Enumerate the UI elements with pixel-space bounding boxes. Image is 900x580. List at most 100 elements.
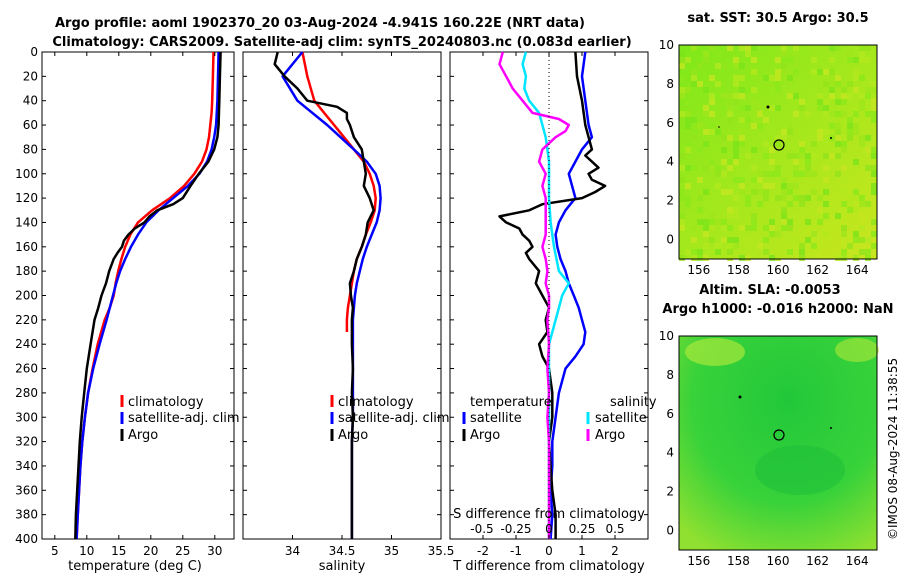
sst-pixel [751,219,757,225]
sst-pixel [847,117,853,123]
series-line-argo [273,51,375,539]
x-tick-label: 10 [79,544,94,558]
sst-pixel [685,147,691,153]
sst-pixel [679,213,685,219]
x-tick-label: 5 [51,544,59,558]
sst-pixel [745,45,751,51]
difference-series [498,51,607,540]
sst-pixel [703,87,709,93]
sst-pixel [781,183,787,189]
sst-pixel [775,87,781,93]
sst-pixel [847,129,853,135]
sst-map-texture [679,45,877,261]
salinity-legend: climatology satellite-adj. clim Argo [330,395,450,443]
sst-pixel [703,141,709,147]
sst-pixel [751,57,757,63]
sst-pixel [709,123,715,129]
sst-pixel [871,219,877,225]
sst-pixel [715,63,721,69]
sst-pixel [751,87,757,93]
salinity-xlabel: salinity [319,559,366,574]
map-y-tick-label: 8 [666,368,674,382]
sst-pixel [865,165,871,171]
sst-pixel [787,219,793,225]
sst-pixel [817,129,823,135]
sst-pixel [793,165,799,171]
sst-pixel [811,45,817,51]
sst-pixel [859,135,865,141]
sst-pixel [829,57,835,63]
sst-pixel [715,171,721,177]
sst-pixel [745,87,751,93]
sst-pixel [763,75,769,81]
sst-pixel [811,57,817,63]
sst-pixel [853,75,859,81]
y-tick-label: 400 [15,532,38,546]
sst-pixel [721,63,727,69]
sst-pixel [751,165,757,171]
sst-pixel [691,255,697,261]
sst-pixel [697,255,703,261]
sst-pixel [823,129,829,135]
sst-pixel [691,135,697,141]
sst-pixel [721,135,727,141]
sst-pixel [865,147,871,153]
sst-pixel [817,213,823,219]
sst-pixel [763,141,769,147]
map-x-tick-label: 162 [806,554,829,568]
sst-pixel [799,195,805,201]
sst-pixel [697,63,703,69]
sst-pixel [865,225,871,231]
sst-pixel [739,63,745,69]
legend-label: Argo [470,428,500,443]
sst-pixel [805,177,811,183]
sst-pixel [751,123,757,129]
map-x-tick-label: 158 [727,554,750,568]
sst-pixel [775,231,781,237]
sst-pixel [697,219,703,225]
sst-pixel [679,93,685,99]
sst-pixel [727,171,733,177]
sst-pixel [709,93,715,99]
sst-pixel [823,201,829,207]
sst-pixel [799,153,805,159]
sst-pixel [721,159,727,165]
sst-pixel [853,231,859,237]
map-x-tick-label: 158 [727,263,750,277]
legend-header-temperature: temperature [470,395,552,410]
sst-pixel [811,141,817,147]
sst-pixel [871,105,877,111]
sst-pixel [853,111,859,117]
sst-pixel [739,117,745,123]
sst-pixel [835,111,841,117]
sst-pixel [709,45,715,51]
map-y-tick-label: 10 [659,329,674,343]
sst-pixel [679,225,685,231]
sst-pixel [733,207,739,213]
sst-pixel [871,147,877,153]
sst-pixel [817,57,823,63]
sst-map-title: sat. SST: 30.5 Argo: 30.5 [687,11,868,26]
sst-pixel [739,183,745,189]
sst-pixel [703,225,709,231]
series-line-satellite-adj-clim [75,51,220,540]
sst-pixel [715,129,721,135]
sst-pixel [691,69,697,75]
y-tick-label: 140 [15,215,38,229]
sst-pixel [793,159,799,165]
sst-pixel [709,159,715,165]
sst-pixel [835,123,841,129]
y-tick-label: 160 [15,240,38,254]
sst-pixel [805,159,811,165]
sst-pixel [703,255,709,261]
sst-pixel [835,135,841,141]
sst-pixel [703,219,709,225]
sst-pixel [703,57,709,63]
sst-pixel [799,141,805,147]
sst-pixel [805,237,811,243]
sst-pixel [751,189,757,195]
x-tick-label: 34.5 [329,544,356,558]
sst-pixel [859,93,865,99]
sst-pixel [871,165,877,171]
legend-label: satellite [595,411,647,426]
